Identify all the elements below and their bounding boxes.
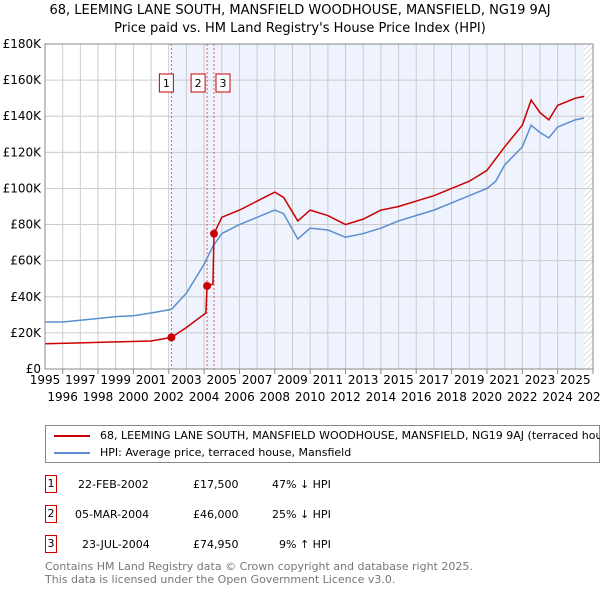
y-tick-label: £80K <box>10 218 42 232</box>
chart-title: 68, LEEMING LANE SOUTH, MANSFIELD WOODHO… <box>49 3 551 18</box>
x-tick-label: 2005 <box>207 373 238 387</box>
sale-price: £17,500 <box>193 478 239 491</box>
sale-marker-box <box>190 73 206 93</box>
x-tick-label: 2015 <box>383 373 414 387</box>
x-tick-label: 2009 <box>277 373 308 387</box>
x-tick-label: 2025 <box>560 373 591 387</box>
x-tick-label: 2012 <box>330 390 361 404</box>
shaded-region <box>171 44 585 369</box>
sale-date: 05-MAR-2004 <box>75 508 150 521</box>
x-tick-label: 2014 <box>366 390 397 404</box>
x-tick-label: 2018 <box>436 390 467 404</box>
footer: Contains HM Land Registry data © Crown c… <box>45 560 473 586</box>
sale-marker-box <box>158 73 174 93</box>
x-tick-label: 2007 <box>242 373 273 387</box>
y-tick-label: £140K <box>3 109 43 123</box>
x-tick-label: 2020 <box>472 390 503 404</box>
x-tick-label: 1995 <box>30 373 61 387</box>
x-tick-label: 2017 <box>419 373 450 387</box>
sale-point <box>203 281 212 290</box>
legend: 68, LEEMING LANE SOUTH, MANSFIELD WOODHO… <box>45 425 600 463</box>
y-tick-label: £120K <box>3 145 43 159</box>
y-tick-label: £100K <box>3 181 43 195</box>
plot-border <box>44 43 594 370</box>
sale-hpi: 47% ↓ HPI <box>272 478 331 491</box>
x-tick-label: 2004 <box>189 390 220 404</box>
legend-blue-line <box>54 452 90 454</box>
x-tick-label: 2013 <box>348 373 379 387</box>
y-tick-label: £180K <box>3 37 43 51</box>
x-tick-label: 1999 <box>100 373 131 387</box>
sale-price: £46,000 <box>193 508 239 521</box>
x-tick-label: 2016 <box>401 390 432 404</box>
x-tick-label: 2021 <box>489 373 520 387</box>
sale-date: 23-JUL-2004 <box>82 538 150 551</box>
future-hatch <box>584 44 593 369</box>
series-line <box>45 117 585 323</box>
x-tick-label: 2019 <box>454 373 485 387</box>
sale-price: £74,950 <box>193 538 239 551</box>
x-tick-label: 2002 <box>153 390 184 404</box>
series-line <box>44 95 585 345</box>
x-tick-label: 2008 <box>260 390 291 404</box>
x-tick-label: 1997 <box>65 373 96 387</box>
sale-date: 22-FEB-2002 <box>78 478 149 491</box>
sale-marker-label: 1 <box>163 77 170 90</box>
x-tick-label: 2006 <box>224 390 255 404</box>
x-tick-label: 1998 <box>83 390 114 404</box>
y-tick-label: £60K <box>10 254 42 268</box>
x-tick-label: 1996 <box>47 390 78 404</box>
y-tick-label: £40K <box>10 290 42 304</box>
sale-hpi: 9% ↑ HPI <box>279 538 331 551</box>
sale-marker-label: 3 <box>219 77 226 90</box>
sale-number: 3 <box>45 535 57 553</box>
x-tick-label: 2024 <box>542 390 573 404</box>
x-tick-label: 2003 <box>171 373 202 387</box>
y-tick-label: £20K <box>10 326 42 340</box>
sale-marker-box <box>215 73 231 93</box>
sale-number: 2 <box>45 505 57 523</box>
legend-red-line <box>54 435 90 437</box>
legend-label-hpi: HPI: Average price, terraced house, Mans… <box>100 446 352 459</box>
x-tick-label: 2000 <box>118 390 149 404</box>
x-tick-label: 2010 <box>295 390 326 404</box>
sale-number: 1 <box>45 475 57 493</box>
sale-hpi: 25% ↓ HPI <box>272 508 331 521</box>
y-tick-label: £0 <box>26 362 41 376</box>
legend-label-property: 68, LEEMING LANE SOUTH, MANSFIELD WOODHO… <box>100 429 600 442</box>
x-tick-label: 2011 <box>313 373 344 387</box>
sale-point <box>167 333 176 342</box>
footer-line-2: This data is licensed under the Open Gov… <box>45 573 396 586</box>
x-tick-label: 2023 <box>525 373 556 387</box>
x-tick-label: 2001 <box>136 373 167 387</box>
footer-line-1: Contains HM Land Registry data © Crown c… <box>45 560 473 573</box>
chart-subtitle: Price paid vs. HM Land Registry's House … <box>114 21 486 36</box>
plot-area: £0 £20K £40K £60K £80K £100K £120K £140K £160K £1… <box>3 37 600 404</box>
x-tick-label: 2026 <box>578 390 600 404</box>
y-tick-label: £160K <box>3 73 43 87</box>
sale-marker-label: 2 <box>195 77 202 90</box>
x-tick-label: 2022 <box>507 390 538 404</box>
sale-point <box>209 229 218 238</box>
